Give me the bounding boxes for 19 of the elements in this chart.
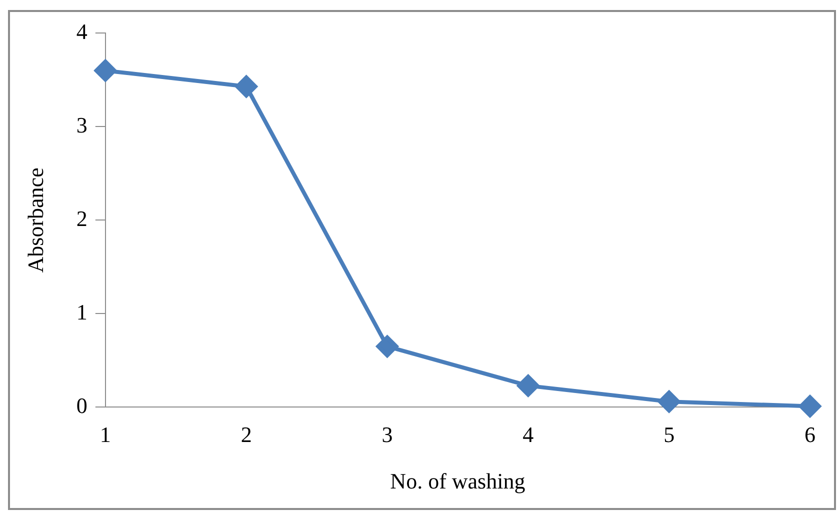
point bbox=[376, 335, 398, 358]
point bbox=[94, 60, 116, 82]
point bbox=[235, 75, 258, 98]
point bbox=[799, 395, 821, 418]
x-tick-label: 6 bbox=[804, 422, 816, 448]
y-tick-label: 3 bbox=[76, 112, 88, 138]
x-tick-label: 1 bbox=[100, 422, 111, 448]
point bbox=[517, 374, 540, 397]
x-tick-label: 2 bbox=[240, 422, 252, 448]
y-tick-label: 2 bbox=[76, 206, 88, 231]
y-tick-label: 0 bbox=[76, 392, 88, 418]
y-axis-title: Absorbance bbox=[22, 168, 48, 273]
y-tick-label: 4 bbox=[76, 18, 88, 44]
x-tick-label: 4 bbox=[522, 422, 534, 448]
point bbox=[658, 390, 680, 413]
x-tick-label: 5 bbox=[664, 422, 675, 448]
x-tick-label: 3 bbox=[382, 422, 393, 448]
x-axis-title: No. of washing bbox=[390, 468, 526, 494]
y-tick-label: 1 bbox=[76, 299, 88, 324]
